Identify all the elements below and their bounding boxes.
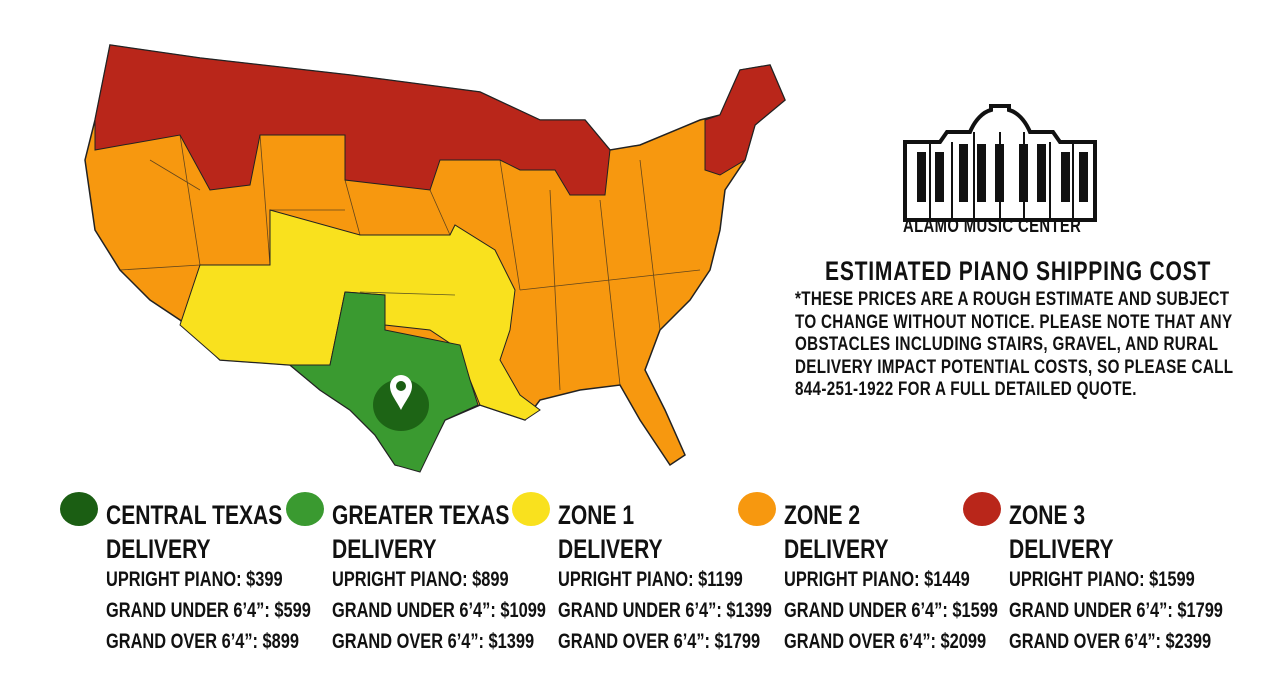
disclaimer-line: DELIVERY IMPACT POTENTIAL COSTS, SO PLEA… [795, 355, 1234, 378]
disclaimer-line: TO CHANGE WITHOUT NOTICE. PLEASE NOTE TH… [795, 310, 1233, 333]
grand-under-price: GRAND UNDER 6’4”: $1599 [784, 599, 998, 622]
upright-price: UPRIGHT PIANO: $1199 [558, 568, 743, 591]
upright-price: UPRIGHT PIANO: $899 [332, 568, 509, 591]
grand-over-price: GRAND OVER 6’4”: $1799 [558, 630, 761, 653]
grand-under-price: GRAND UNDER 6’4”: $599 [106, 599, 311, 622]
upright-price: UPRIGHT PIANO: $399 [106, 568, 283, 591]
zone-name: ZONE 3 DELIVERY [1009, 500, 1114, 564]
location-pin-icon [390, 375, 412, 410]
upright-price: UPRIGHT PIANO: $1449 [784, 568, 970, 591]
zone-color-swatch [60, 492, 98, 526]
zone-name: ZONE 1 DELIVERY [558, 500, 663, 564]
zone-color-swatch [512, 492, 550, 526]
grand-over-price: GRAND OVER 6’4”: $899 [106, 630, 299, 653]
grand-under-price: GRAND UNDER 6’4”: $1099 [332, 599, 546, 622]
zone-color-swatch [286, 492, 324, 526]
state-borders [119, 134, 701, 391]
us-shipping-zone-map [84, 44, 786, 473]
brand-name: ALAMO MUSIC CENTER [903, 216, 1082, 237]
zone-name: GREATER TEXAS DELIVERY [332, 500, 510, 564]
zone-3-region-new-england [704, 64, 786, 176]
upright-price: UPRIGHT PIANO: $1599 [1009, 568, 1195, 591]
grand-under-price: GRAND UNDER 6’4”: $1399 [558, 599, 772, 622]
page-title: ESTIMATED PIANO SHIPPING COST [825, 256, 1212, 286]
zone-name: CENTRAL TEXAS DELIVERY [106, 500, 283, 564]
disclaimer: *THESE PRICES ARE A ROUGH ESTIMATE AND S… [795, 288, 1272, 401]
grand-under-price: GRAND UNDER 6’4”: $1799 [1009, 599, 1223, 622]
disclaimer-line: *THESE PRICES ARE A ROUGH ESTIMATE AND S… [795, 288, 1230, 310]
grand-over-price: GRAND OVER 6’4”: $1399 [332, 630, 535, 653]
zone-color-swatch [963, 492, 1001, 526]
greater-texas-region [288, 291, 479, 473]
grand-over-price: GRAND OVER 6’4”: $2399 [1009, 630, 1212, 653]
alamo-music-center-logo [903, 104, 1097, 222]
zone-name: ZONE 2 DELIVERY [784, 500, 889, 564]
grand-over-price: GRAND OVER 6’4”: $2099 [784, 630, 987, 653]
disclaimer-line: OBSTACLES INCLUDING STAIRS, GRAVEL, AND … [795, 333, 1219, 356]
disclaimer-line: 844-251-1922 FOR A FULL DETAILED QUOTE. [795, 378, 1137, 401]
zone-color-swatch [738, 492, 776, 526]
